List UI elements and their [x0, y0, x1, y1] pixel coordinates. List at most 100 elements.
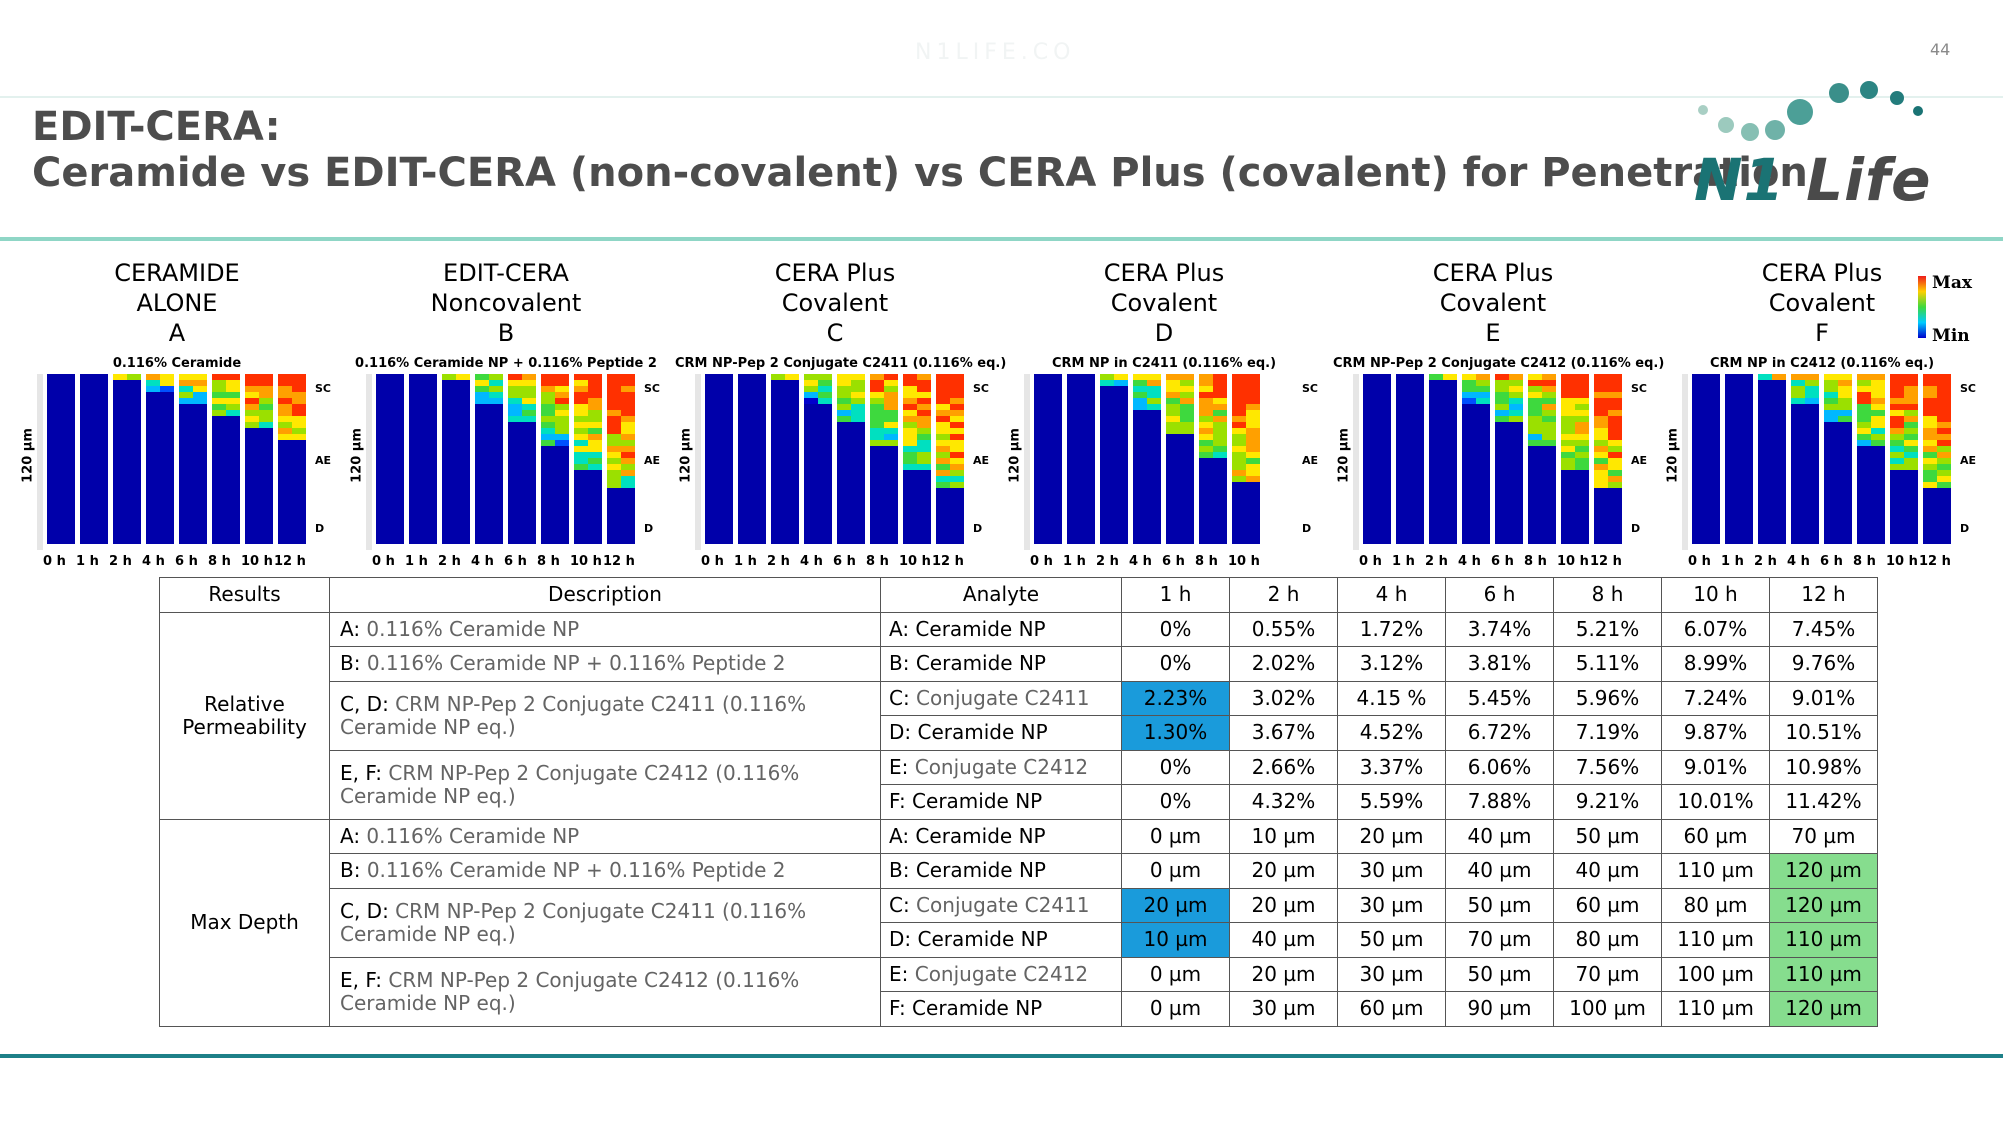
heat-cell [884, 416, 898, 422]
heat-cell [903, 416, 917, 422]
value-cell: 30 µm [1229, 991, 1338, 1027]
depth-axis-label: 120 µm [1007, 428, 1023, 483]
heat-cell [475, 374, 489, 380]
heat-cell [1232, 398, 1246, 404]
heat-cell [621, 392, 635, 398]
heat-cell [1838, 398, 1852, 404]
value-cell: 7.19% [1553, 715, 1662, 751]
analyte-prefix: C: [889, 892, 910, 917]
heat-cell [903, 374, 917, 380]
time-label: 6 h [1162, 554, 1185, 569]
heat-cell [1166, 392, 1180, 398]
heat-cell [1100, 374, 1114, 380]
heat-cell [1923, 446, 1937, 452]
heat-cell [1462, 392, 1476, 398]
colorbar-min-label: Min [1932, 326, 1970, 346]
depth-bracket [366, 374, 372, 550]
value-cell: 5.45% [1445, 680, 1554, 716]
heat-cell [1608, 374, 1622, 380]
value-cell: 40 µm [1445, 853, 1554, 889]
time-label: 4 h [1787, 554, 1810, 569]
heat-cell [884, 428, 898, 434]
value-cell: 60 µm [1337, 991, 1446, 1027]
heat-cell [1213, 410, 1227, 416]
heat-cell [936, 440, 950, 446]
heat-cell [621, 380, 635, 386]
heat-cell [1180, 410, 1194, 416]
heat-cell [1937, 434, 1951, 440]
heat-cell [1166, 374, 1180, 380]
heat-cell [1857, 410, 1871, 416]
heat-cell [1857, 428, 1871, 434]
heat-cell [179, 392, 193, 398]
heat-cell [1199, 428, 1213, 434]
heat-cell [1246, 422, 1260, 428]
heat-cell [884, 434, 898, 440]
heat-cell [1246, 374, 1260, 380]
heat-cell [870, 416, 884, 422]
value-cell: 50 µm [1445, 887, 1554, 923]
panel-heading-line: CERA Plus [1432, 259, 1554, 287]
heat-cell [555, 416, 569, 422]
heat-cell [555, 392, 569, 398]
heat-cell [278, 410, 292, 416]
heat-cell [884, 374, 898, 380]
heat-cell [1904, 428, 1918, 434]
heat-cell [1890, 458, 1904, 464]
panel-heading-line: Noncovalent [430, 289, 582, 317]
heat-cell [1904, 386, 1918, 392]
time-label: 0 h [43, 554, 66, 569]
heat-cell [1213, 386, 1227, 392]
heat-cell [1199, 410, 1213, 416]
heat-cell [1232, 458, 1246, 464]
heat-cell [588, 422, 602, 428]
panel-heading-line: F [1815, 319, 1829, 347]
heat-cell [1213, 428, 1227, 434]
table-row: E, F: CRM NP-Pep 2 Conjugate C2412 (0.11… [160, 956, 1878, 1027]
heat-cell [1166, 386, 1180, 392]
heat-cell [607, 470, 621, 476]
value-cell: 90 µm [1445, 991, 1554, 1027]
analyte-name: Ceramide NP [911, 927, 1048, 952]
heat-cell [160, 386, 174, 392]
heat-cell [950, 434, 964, 440]
heat-cell [1133, 374, 1147, 380]
time-strip [1396, 374, 1424, 544]
heat-cell [1199, 398, 1213, 404]
time-strip [442, 374, 470, 544]
heat-cell [588, 452, 602, 458]
time-strip [47, 374, 75, 544]
value-cell: 4.52% [1337, 715, 1446, 751]
page-number: 44 [1930, 40, 1951, 59]
value-cell: 3.67% [1229, 715, 1338, 751]
time-label: 1 h [734, 554, 757, 569]
time-label: 12 h [1919, 554, 1951, 569]
heat-cell [1100, 380, 1114, 386]
description-cell: E, F: CRM NP-Pep 2 Conjugate C2412 (0.11… [329, 956, 881, 1027]
value-cell: 9.01% [1661, 749, 1770, 785]
heat-cell [607, 386, 621, 392]
heat-cell [1561, 398, 1575, 404]
heat-cell [1824, 410, 1838, 416]
heat-cell [1937, 428, 1951, 434]
heat-cell [621, 374, 635, 380]
heat-cell [1890, 392, 1904, 398]
heat-cell [950, 380, 964, 386]
heat-cell [574, 422, 588, 428]
heat-cell [1923, 452, 1937, 458]
heat-cell [851, 374, 865, 380]
heat-cell [1904, 398, 1918, 404]
colorbar [1918, 276, 1926, 338]
heat-cell [278, 434, 292, 440]
description-text: CRM NP-Pep 2 Conjugate C2412 (0.116% Cer… [340, 760, 800, 808]
heat-cell [1575, 374, 1589, 380]
heat-cell [555, 440, 569, 446]
heat-cell [278, 404, 292, 410]
time-label: 0 h [701, 554, 724, 569]
heat-cell [245, 374, 259, 380]
heat-cell [259, 398, 273, 404]
heat-cell [1147, 374, 1161, 380]
heat-cell [837, 416, 851, 422]
heat-cell [1213, 434, 1227, 440]
heat-cell [226, 386, 240, 392]
